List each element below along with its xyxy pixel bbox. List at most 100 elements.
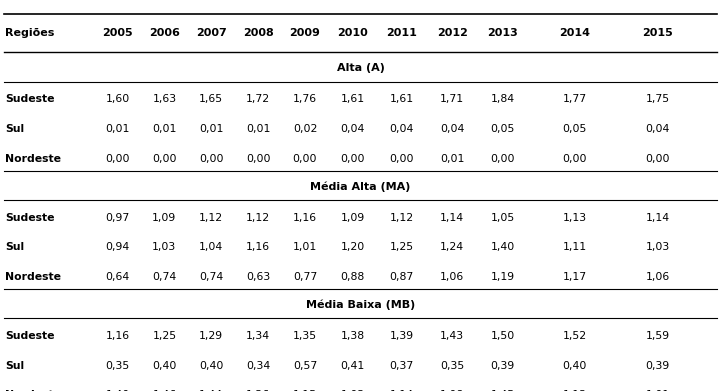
- Text: 1,13: 1,13: [562, 213, 587, 222]
- Text: 1,63: 1,63: [152, 94, 177, 104]
- Text: 0,01: 0,01: [105, 124, 130, 134]
- Text: 0,00: 0,00: [105, 154, 130, 164]
- Text: 0,01: 0,01: [246, 124, 270, 134]
- Text: 1,29: 1,29: [199, 331, 224, 341]
- Text: 0,04: 0,04: [440, 124, 464, 134]
- Text: 1,77: 1,77: [562, 94, 587, 104]
- Text: 1,15: 1,15: [293, 390, 317, 391]
- Text: 1,04: 1,04: [199, 242, 224, 252]
- Text: 2007: 2007: [196, 28, 226, 38]
- Text: 1,12: 1,12: [246, 213, 270, 222]
- Text: 1,25: 1,25: [389, 242, 414, 252]
- Text: 1,25: 1,25: [152, 331, 177, 341]
- Text: 1,65: 1,65: [199, 94, 224, 104]
- Text: Nordeste: Nordeste: [5, 154, 61, 164]
- Text: Nordeste: Nordeste: [5, 272, 61, 282]
- Text: Sudeste: Sudeste: [5, 213, 55, 222]
- Text: 0,01: 0,01: [440, 154, 464, 164]
- Text: 1,08: 1,08: [440, 390, 464, 391]
- Text: 2011: 2011: [386, 28, 417, 38]
- Text: 0,63: 0,63: [246, 272, 270, 282]
- Text: 1,03: 1,03: [152, 242, 177, 252]
- Text: 1,09: 1,09: [152, 213, 177, 222]
- Text: 1,59: 1,59: [645, 331, 670, 341]
- Text: Média Alta (MA): Média Alta (MA): [310, 181, 411, 192]
- Text: 0,00: 0,00: [152, 154, 177, 164]
- Text: Sul: Sul: [5, 361, 25, 371]
- Text: 0,39: 0,39: [645, 361, 670, 371]
- Text: 1,06: 1,06: [440, 272, 464, 282]
- Text: 1,03: 1,03: [645, 242, 670, 252]
- Text: 2009: 2009: [290, 28, 320, 38]
- Text: 0,39: 0,39: [490, 361, 515, 371]
- Text: 0,41: 0,41: [340, 361, 365, 371]
- Text: 1,01: 1,01: [293, 242, 317, 252]
- Text: 2006: 2006: [149, 28, 180, 38]
- Text: Nordeste: Nordeste: [5, 390, 61, 391]
- Text: 1,17: 1,17: [562, 272, 587, 282]
- Text: 0,40: 0,40: [562, 361, 587, 371]
- Text: 0,04: 0,04: [389, 124, 414, 134]
- Text: 0,77: 0,77: [293, 272, 317, 282]
- Text: 1,36: 1,36: [246, 390, 270, 391]
- Text: 1,61: 1,61: [389, 94, 414, 104]
- Text: 0,35: 0,35: [105, 361, 130, 371]
- Text: 1,39: 1,39: [389, 331, 414, 341]
- Text: 2015: 2015: [642, 28, 673, 38]
- Text: 0,00: 0,00: [340, 154, 365, 164]
- Text: 1,34: 1,34: [246, 331, 270, 341]
- Text: 1,09: 1,09: [340, 213, 365, 222]
- Text: 0,35: 0,35: [440, 361, 464, 371]
- Text: 1,38: 1,38: [340, 331, 365, 341]
- Text: 1,60: 1,60: [105, 94, 130, 104]
- Text: Sudeste: Sudeste: [5, 331, 55, 341]
- Text: 1,52: 1,52: [562, 331, 587, 341]
- Text: 0,00: 0,00: [293, 154, 317, 164]
- Text: 1,16: 1,16: [105, 331, 130, 341]
- Text: Sul: Sul: [5, 242, 25, 252]
- Text: 1,12: 1,12: [389, 213, 414, 222]
- Text: 1,76: 1,76: [293, 94, 317, 104]
- Text: 0,97: 0,97: [105, 213, 130, 222]
- Text: 0,37: 0,37: [389, 361, 414, 371]
- Text: 0,94: 0,94: [105, 242, 130, 252]
- Text: 0,00: 0,00: [199, 154, 224, 164]
- Text: 0,74: 0,74: [199, 272, 224, 282]
- Text: 1,35: 1,35: [293, 331, 317, 341]
- Text: 0,01: 0,01: [152, 124, 177, 134]
- Text: 1,14: 1,14: [645, 213, 670, 222]
- Text: Sudeste: Sudeste: [5, 94, 55, 104]
- Text: Regiões: Regiões: [5, 28, 54, 38]
- Text: 1,84: 1,84: [490, 94, 515, 104]
- Text: Média Baixa (MB): Média Baixa (MB): [306, 300, 415, 310]
- Text: 2005: 2005: [102, 28, 133, 38]
- Text: 1,12: 1,12: [199, 213, 224, 222]
- Text: 0,40: 0,40: [199, 361, 224, 371]
- Text: 0,88: 0,88: [340, 272, 365, 282]
- Text: 1,40: 1,40: [105, 390, 130, 391]
- Text: 1,71: 1,71: [440, 94, 464, 104]
- Text: 0,01: 0,01: [199, 124, 224, 134]
- Text: 0,00: 0,00: [490, 154, 515, 164]
- Text: 1,05: 1,05: [490, 213, 515, 222]
- Text: 0,00: 0,00: [645, 154, 670, 164]
- Text: 1,11: 1,11: [562, 242, 587, 252]
- Text: 2012: 2012: [437, 28, 467, 38]
- Text: 0,00: 0,00: [246, 154, 270, 164]
- Text: 0,02: 0,02: [293, 124, 317, 134]
- Text: Sul: Sul: [5, 124, 25, 134]
- Text: 1,19: 1,19: [490, 272, 515, 282]
- Text: 1,13: 1,13: [562, 390, 587, 391]
- Text: 2014: 2014: [559, 28, 590, 38]
- Text: 1,45: 1,45: [490, 390, 515, 391]
- Text: 2013: 2013: [487, 28, 518, 38]
- Text: 0,34: 0,34: [246, 361, 270, 371]
- Text: 1,40: 1,40: [490, 242, 515, 252]
- Text: 2010: 2010: [337, 28, 368, 38]
- Text: 1,46: 1,46: [152, 390, 177, 391]
- Text: 0,40: 0,40: [152, 361, 177, 371]
- Text: 1,01: 1,01: [645, 390, 670, 391]
- Text: 0,00: 0,00: [389, 154, 414, 164]
- Text: 0,04: 0,04: [340, 124, 365, 134]
- Text: 1,61: 1,61: [340, 94, 365, 104]
